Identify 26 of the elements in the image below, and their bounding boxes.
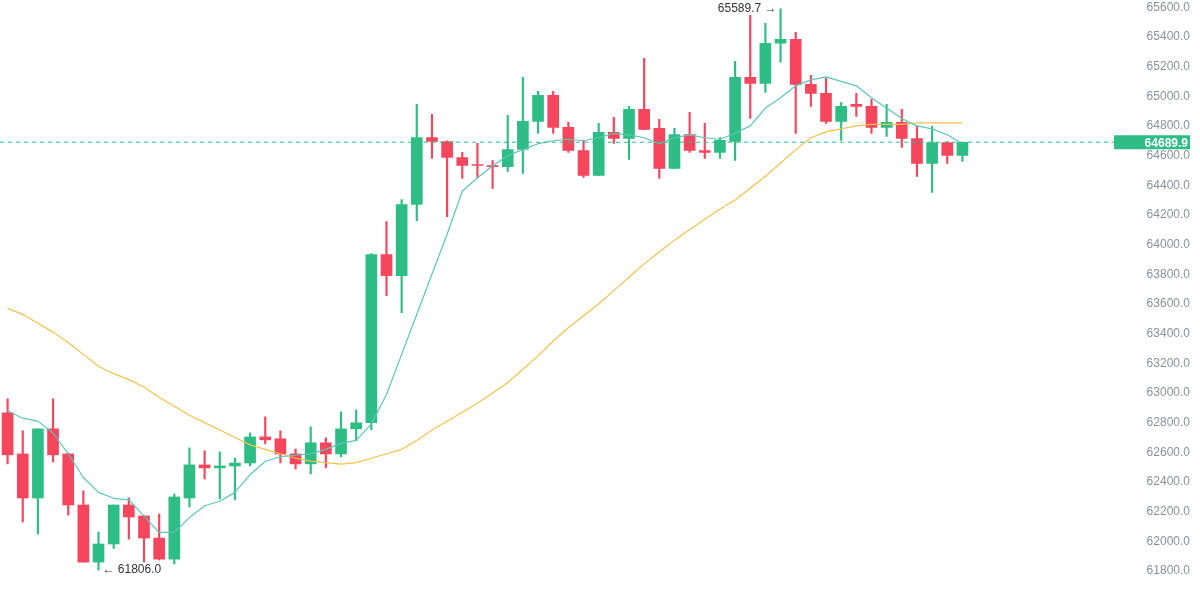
y-tick-label: 62400.0 bbox=[1146, 474, 1191, 489]
candlestick bbox=[426, 113, 438, 159]
y-tick-label: 61800.0 bbox=[1146, 563, 1191, 578]
y-tick-label: 63800.0 bbox=[1146, 266, 1191, 281]
y-tick-label: 63400.0 bbox=[1146, 325, 1191, 340]
y-tick-label: 65200.0 bbox=[1146, 58, 1191, 73]
ref-line-label: 64689.9 bbox=[1144, 135, 1189, 150]
y-tick-label: 65400.0 bbox=[1146, 29, 1191, 44]
candlestick bbox=[850, 93, 863, 117]
annotation: ← 61806.0 bbox=[102, 562, 162, 577]
y-tick-label: 64200.0 bbox=[1146, 207, 1191, 222]
y-tick-label: 62000.0 bbox=[1146, 533, 1191, 548]
y-tick-label: 64400.0 bbox=[1146, 177, 1191, 192]
y-tick-label: 64000.0 bbox=[1146, 236, 1191, 251]
y-tick-label: 62800.0 bbox=[1146, 414, 1191, 429]
y-tick-label: 65600.0 bbox=[1146, 0, 1191, 14]
y-tick-label: 63600.0 bbox=[1146, 296, 1191, 311]
annotation: 65589.7 → bbox=[717, 1, 777, 16]
y-tick-label: 62200.0 bbox=[1146, 503, 1191, 518]
y-tick-label: 65000.0 bbox=[1146, 88, 1191, 103]
candlestick bbox=[744, 14, 757, 119]
y-tick-label: 63200.0 bbox=[1146, 355, 1191, 370]
y-tick-label: 63000.0 bbox=[1146, 385, 1191, 400]
y-tick-label: 64800.0 bbox=[1146, 118, 1191, 133]
y-tick-label: 62600.0 bbox=[1146, 444, 1191, 459]
y-tick-label: 64600.0 bbox=[1146, 147, 1191, 162]
